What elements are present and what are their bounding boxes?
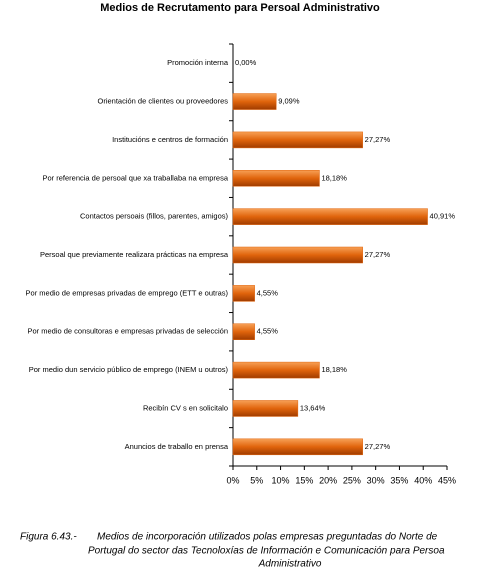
x-tick-label: 15% bbox=[295, 475, 313, 485]
category-label: Promoción interna bbox=[167, 58, 229, 67]
x-tick-label: 0% bbox=[226, 475, 239, 485]
category-label: Por medio dun servicio público de empreg… bbox=[29, 365, 229, 374]
bar bbox=[232, 246, 363, 264]
bar bbox=[232, 93, 277, 110]
category-label: Por medio de consultoras e empresas priv… bbox=[27, 327, 228, 336]
value-label: 4,55% bbox=[257, 288, 279, 297]
value-label: 9,09% bbox=[278, 97, 300, 106]
category-label: Anuncios de traballo en prensa bbox=[125, 442, 229, 451]
value-label: 27,27% bbox=[365, 135, 391, 144]
category-label: Contactos persoais (fillos, parentes, am… bbox=[80, 212, 228, 221]
category-label: Orientación de clientes ou proveedores bbox=[98, 97, 229, 106]
x-tick-label: 35% bbox=[390, 475, 408, 485]
chart-title: Medios de Recrutamento para Persoal Admi… bbox=[100, 2, 380, 14]
value-label: 27,27% bbox=[365, 250, 391, 259]
x-tick-label: 25% bbox=[343, 475, 361, 485]
value-label: 40,91% bbox=[430, 212, 456, 221]
value-label: 13,64% bbox=[300, 403, 326, 412]
x-tick-label: 30% bbox=[367, 475, 385, 485]
caption-line: Medios de incorporación utilizados polas… bbox=[97, 532, 438, 543]
value-label: 18,18% bbox=[321, 173, 347, 182]
bar bbox=[232, 285, 255, 302]
caption-label: Figura 6.43.- bbox=[20, 532, 77, 543]
caption-line: Portugal do sector das Tecnoloxías de In… bbox=[88, 546, 445, 557]
value-label: 18,18% bbox=[321, 365, 347, 374]
value-label: 27,27% bbox=[365, 442, 391, 451]
category-label: Persoal que previamente realizara prácti… bbox=[40, 250, 229, 259]
category-label: Recibín CV s en solicitalo bbox=[143, 403, 228, 412]
x-tick-label: 10% bbox=[272, 475, 290, 485]
bar bbox=[232, 323, 255, 340]
value-label: 0,00% bbox=[235, 58, 257, 67]
caption-line: Administrativo bbox=[258, 559, 322, 569]
category-label: Institucións e centros de formación bbox=[112, 135, 228, 144]
bar bbox=[232, 438, 363, 456]
x-tick-label: 20% bbox=[319, 475, 337, 485]
category-label: Por medio de empresas privadas de empreg… bbox=[26, 288, 229, 297]
category-label: Por referencia de persoal que xa traball… bbox=[42, 173, 228, 182]
bar bbox=[232, 170, 320, 187]
value-label: 4,55% bbox=[257, 327, 279, 336]
bar bbox=[232, 361, 320, 379]
bar bbox=[232, 400, 299, 417]
x-tick-label: 45% bbox=[438, 475, 456, 485]
bar bbox=[232, 208, 428, 225]
bar bbox=[232, 131, 363, 149]
x-tick-label: 5% bbox=[250, 475, 263, 485]
x-tick-label: 40% bbox=[414, 475, 432, 485]
